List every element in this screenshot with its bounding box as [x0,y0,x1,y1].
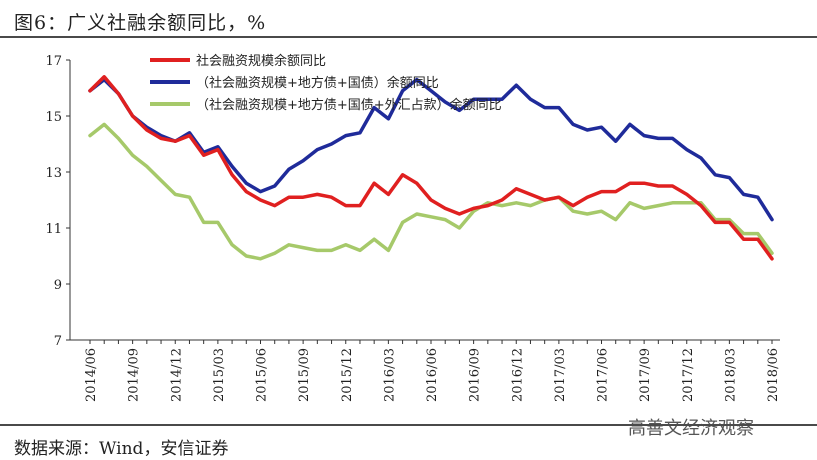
x-tick-label: 2014/06 [84,348,99,402]
x-tick-label: 2017/06 [596,348,611,402]
x-tick-label: 2018/03 [723,348,738,402]
y-tick-label: 7 [54,334,62,349]
legend: 社会融资规模余额同比 （社会融资规模+地方债+国债）余额同比 （社会融资规模+地方债… [150,53,502,113]
y-tick-label: 11 [45,222,62,237]
y-tick-label: 9 [54,278,62,293]
title-bar: 图6：广义社融余额同比，% [0,0,817,38]
series-group [88,75,774,261]
source-text: 数据来源：Wind，安信证券 [14,439,229,459]
y-tick-label: 17 [45,54,62,69]
legend-label: （社会融资规模+地方债+国债+外汇占款）余额同比 [196,97,502,113]
y-tick-label: 13 [45,166,62,181]
y-tick-label: 15 [45,110,62,125]
x-tick-label: 2017/12 [681,348,696,402]
x-tick-label: 2018/06 [766,348,781,402]
x-tick-label: 2016/06 [425,348,440,402]
x-tick-label: 2015/06 [255,348,270,402]
x-tick-label: 2017/03 [553,348,568,402]
chart-title: 图6：广义社融余额同比，% [14,12,267,34]
legend-label: （社会融资规模+地方债+国债）余额同比 [196,75,439,91]
x-tick-label: 2015/03 [212,348,227,402]
source-bar: 数据来源：Wind，安信证券 [0,424,817,460]
legend-label: 社会融资规模余额同比 [196,53,326,69]
series-line [88,122,774,261]
x-tick-label: 2016/12 [510,348,525,402]
axes: 7 9 11 13 15 17 2014/06 2014/09 2014/12 2015/03 20… [45,54,781,402]
series-line [88,75,774,261]
x-tick-label: 2014/12 [169,348,184,402]
x-tick-label: 2015/09 [297,348,312,402]
x-tick-label: 2016/09 [468,348,483,402]
watermark-text: 高善文经济观察 [628,414,754,440]
x-tick-label: 2017/09 [638,348,653,402]
x-tick-label: 2015/12 [340,348,355,402]
x-tick-label: 2016/03 [382,348,397,402]
x-tick-label: 2014/09 [127,348,142,402]
